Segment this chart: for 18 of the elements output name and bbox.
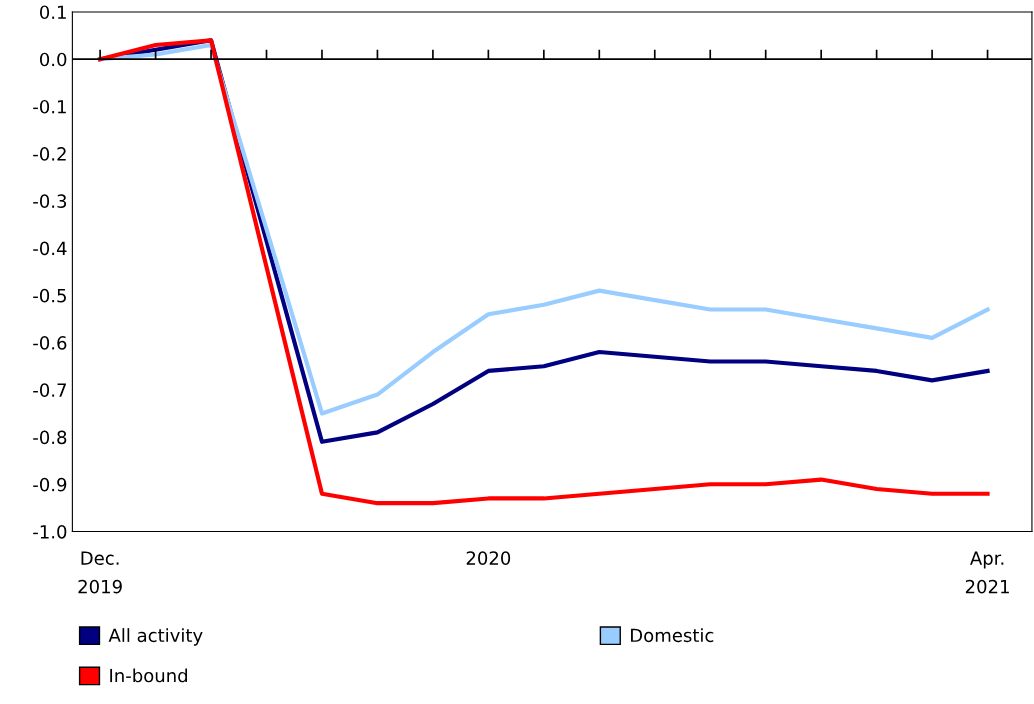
y-tick-label: -0.3 xyxy=(33,194,67,209)
x-tick-label: Apr. 2021 xyxy=(965,551,1009,594)
x-tick-label: Dec. 2019 xyxy=(78,551,122,594)
y-tick-label: -0.8 xyxy=(33,430,67,445)
legend-label: In-bound xyxy=(110,668,187,683)
legend-label: All activity xyxy=(108,628,203,646)
x-tick-label: 2020 xyxy=(466,551,511,565)
y-tick-label: -1.0 xyxy=(33,524,67,539)
y-tick-label: -0.2 xyxy=(33,147,66,161)
y-tick-label: 0.1 xyxy=(40,5,66,20)
y-tick-label: 0.0 xyxy=(40,52,67,67)
y-tick-label: -0.6 xyxy=(33,336,67,350)
y-tick-label: -0.1 xyxy=(33,99,66,114)
y-tick-label: -0.5 xyxy=(33,288,66,303)
legend-label: Domestic xyxy=(631,628,714,643)
y-tick-label: -0.7 xyxy=(33,383,66,397)
y-tick-label: -0.9 xyxy=(33,477,67,492)
y-tick-label: -0.4 xyxy=(33,241,67,256)
